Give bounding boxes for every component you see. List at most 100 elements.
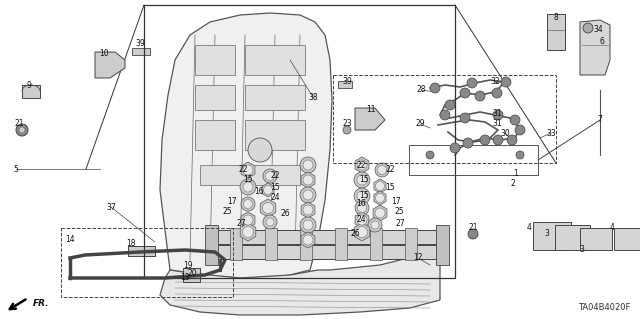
Circle shape [343,126,351,134]
Circle shape [263,169,277,183]
Text: 15: 15 [270,183,280,192]
Circle shape [303,190,313,200]
Circle shape [19,127,25,133]
Text: 15: 15 [243,175,253,184]
Bar [195,120,235,150]
Text: 21: 21 [14,120,24,129]
Text: 26: 26 [350,228,360,238]
Bar [61,228,233,297]
Polygon shape [262,183,274,197]
Polygon shape [300,228,312,260]
Circle shape [501,77,511,87]
Text: 22: 22 [356,161,365,170]
Text: 24: 24 [356,216,366,225]
Circle shape [480,135,490,145]
Text: 5: 5 [13,165,19,174]
Circle shape [378,166,387,174]
Text: 27: 27 [236,219,246,228]
Circle shape [376,182,385,190]
Circle shape [492,88,502,98]
Circle shape [493,135,503,145]
Polygon shape [128,246,155,256]
Text: 25: 25 [222,206,232,216]
Text: 18: 18 [126,239,136,248]
Circle shape [375,208,385,218]
Text: 3: 3 [580,244,584,254]
Circle shape [303,220,313,230]
Text: 39: 39 [342,78,352,86]
Polygon shape [301,232,315,248]
Circle shape [468,229,478,239]
Circle shape [467,78,477,88]
Polygon shape [374,191,386,205]
Polygon shape [373,205,387,221]
Polygon shape [547,14,565,50]
Bar [555,225,590,250]
Bar [195,85,235,110]
Circle shape [243,215,253,225]
Circle shape [475,91,485,101]
Text: 17: 17 [227,197,237,205]
Polygon shape [240,223,256,241]
Text: FR.: FR. [33,299,49,308]
Text: 9: 9 [27,81,31,91]
Text: 12: 12 [413,254,423,263]
Text: 2: 2 [511,180,515,189]
Circle shape [440,110,450,120]
Circle shape [460,88,470,98]
Text: 27: 27 [395,219,405,228]
Polygon shape [22,85,40,98]
Text: 22: 22 [238,165,248,174]
Text: 39: 39 [135,40,145,48]
Circle shape [264,186,273,195]
Text: 23: 23 [342,120,352,129]
Circle shape [240,179,256,195]
Circle shape [248,138,272,162]
Circle shape [460,113,470,123]
Circle shape [263,215,277,229]
Text: 4: 4 [609,224,614,233]
Bar [200,165,300,185]
Text: 29: 29 [415,120,425,129]
Polygon shape [160,250,440,315]
Text: 32: 32 [490,78,500,86]
Text: 6: 6 [600,36,604,46]
Polygon shape [241,162,255,178]
Text: 37: 37 [106,203,116,211]
Circle shape [16,124,28,136]
Text: 20: 20 [187,269,197,278]
Bar [580,228,612,250]
Text: 10: 10 [99,48,109,57]
Circle shape [510,115,520,125]
Polygon shape [183,268,200,282]
Text: 16: 16 [254,187,264,196]
Polygon shape [374,179,386,193]
Text: 1: 1 [514,169,518,179]
Circle shape [303,175,313,185]
Circle shape [375,163,389,177]
Circle shape [371,221,379,229]
Text: TA04B4020F: TA04B4020F [578,303,630,312]
Polygon shape [301,172,315,188]
Circle shape [426,151,434,159]
Polygon shape [335,228,347,260]
Circle shape [463,138,473,148]
Circle shape [303,205,313,215]
Text: 8: 8 [554,13,558,23]
Text: 22: 22 [385,165,395,174]
Circle shape [356,226,367,238]
Circle shape [376,194,385,203]
Text: 4: 4 [527,224,531,233]
Text: 22: 22 [270,172,280,181]
Circle shape [357,175,367,185]
Polygon shape [230,228,242,260]
Polygon shape [405,228,417,260]
Circle shape [358,204,367,212]
Text: 21: 21 [468,222,477,232]
Circle shape [357,215,367,225]
Polygon shape [355,157,369,173]
Circle shape [262,203,273,213]
Polygon shape [241,212,255,228]
Circle shape [241,197,255,211]
Text: 24: 24 [270,192,280,202]
